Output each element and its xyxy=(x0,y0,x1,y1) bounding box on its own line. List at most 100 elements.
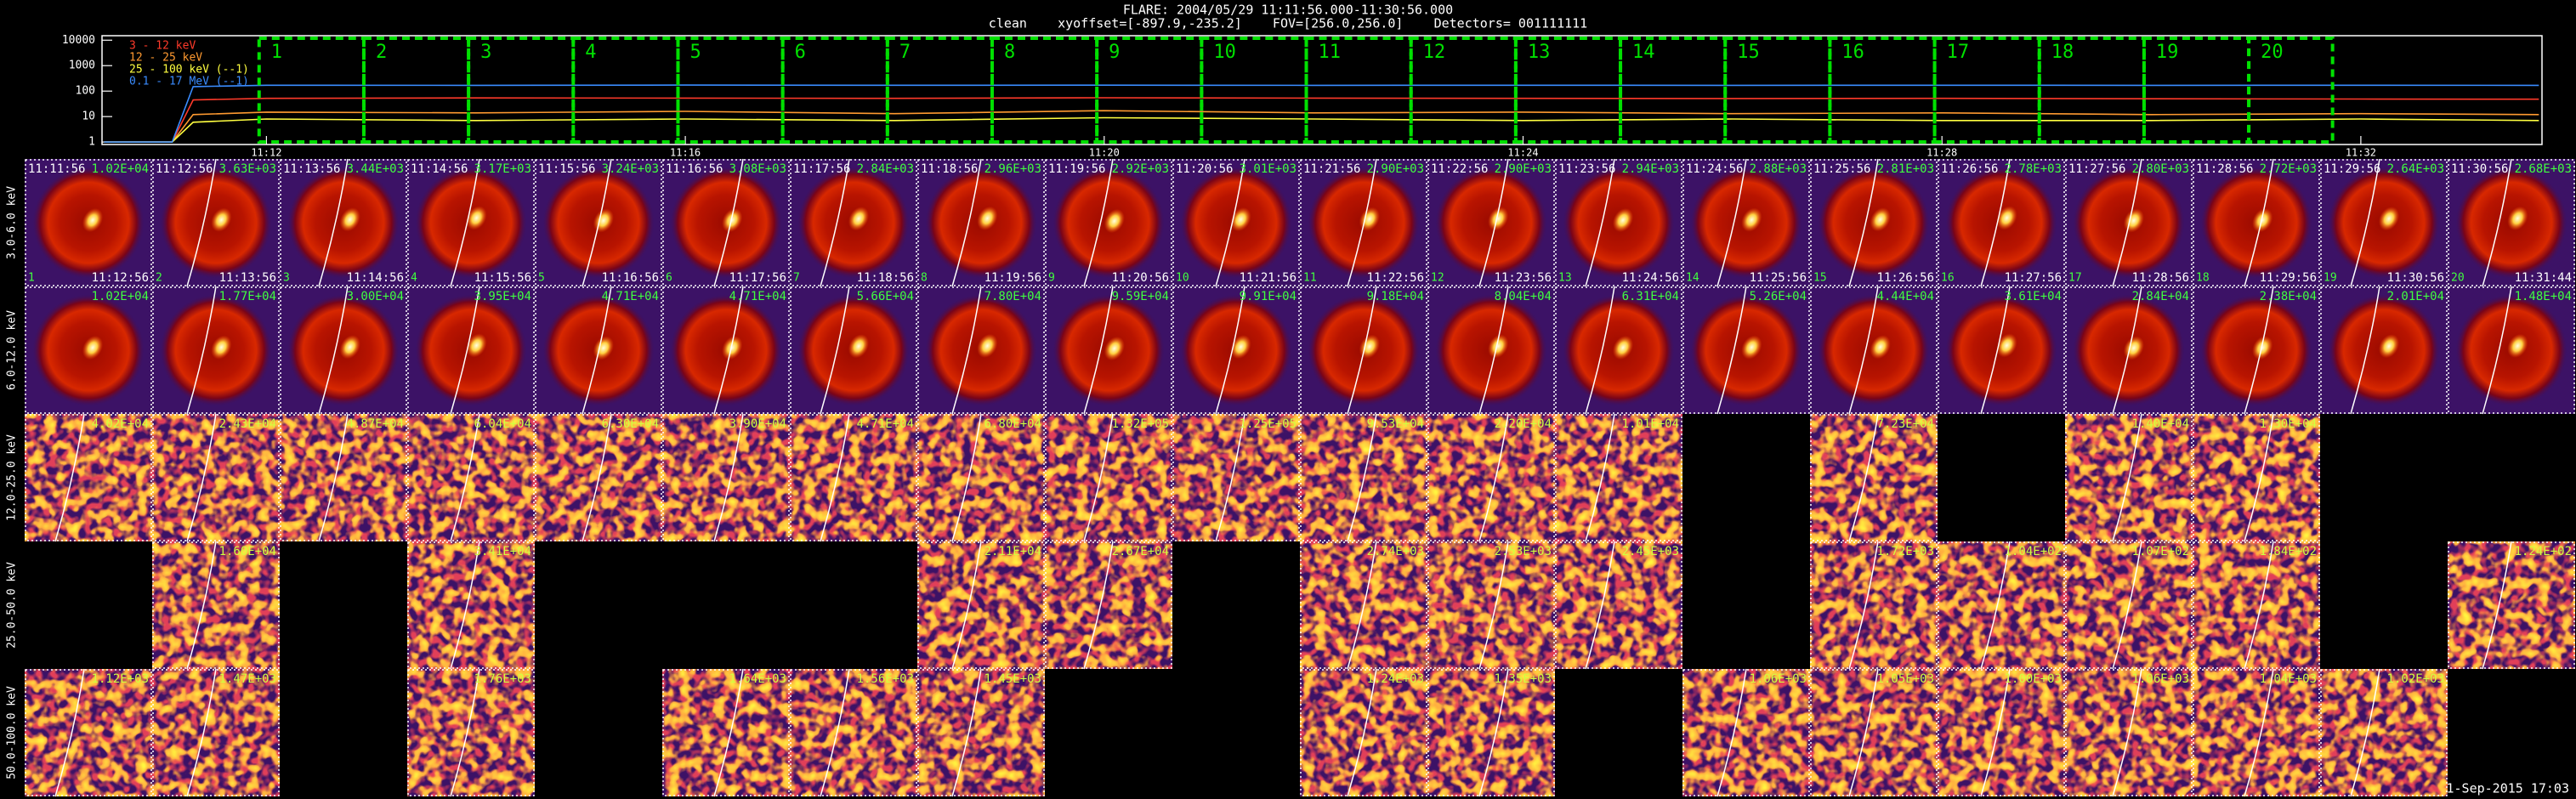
image-panel: 9.91E+04 xyxy=(1172,286,1300,415)
image-panel: 2.84E+04 xyxy=(2065,286,2193,415)
solar-limb xyxy=(713,286,744,415)
panel-border xyxy=(1300,159,1427,286)
panel-border xyxy=(25,414,152,541)
panel-border xyxy=(1300,414,1427,541)
panel-border xyxy=(2448,159,2575,286)
solar-limb xyxy=(1215,413,1245,542)
time-interval xyxy=(1828,37,1937,144)
image-panel: 2.20E+04 xyxy=(1427,413,1555,542)
noise-structure xyxy=(1045,541,1172,669)
panel-flux: 1.48E+04 xyxy=(2515,290,2572,303)
noise-structure xyxy=(2193,541,2320,669)
bright-kernel xyxy=(1104,208,1125,234)
panel-flux: 3.00E+04 xyxy=(347,290,404,303)
header-params: clean xyoffset=[-897.9,-235.2] FOV=[256.… xyxy=(989,16,1587,31)
image-panel: 1.76E+03 xyxy=(407,668,535,797)
solar-limb xyxy=(713,668,744,797)
solar-limb xyxy=(713,413,744,542)
time-interval xyxy=(2247,37,2335,144)
panel-flux: 1.12E+03 xyxy=(92,672,149,686)
time-interval xyxy=(1932,37,2041,144)
solar-limb xyxy=(820,286,850,415)
panel-border xyxy=(917,286,1045,414)
solar-limb xyxy=(2112,286,2142,415)
image-panel: 2.67E+04 xyxy=(1045,541,1172,670)
panel-flux: 9.18E+04 xyxy=(1367,290,1424,303)
interval-label: 9 xyxy=(1109,42,1120,63)
solar-limb xyxy=(1980,158,2011,287)
panel-flux: 1.40E+04 xyxy=(2132,417,2189,431)
panel-flux: 1.56E+03 xyxy=(857,672,914,686)
solar-limb xyxy=(2482,541,2512,670)
image-panel: 2.38E+04 xyxy=(2193,286,2320,415)
interval-label: 18 xyxy=(2051,42,2074,63)
image-panel: 2.01E+04 xyxy=(2320,286,2448,415)
time-interval xyxy=(1619,37,1728,144)
solar-limb xyxy=(186,413,217,542)
image-panel: 2.74E+03 xyxy=(1300,541,1427,670)
solar-limb xyxy=(2112,158,2142,287)
panel-border xyxy=(152,159,280,286)
y-tick-label: 1000 xyxy=(69,60,95,72)
image-panel: 3.24E+03 11:15:56 11:16:56 5 xyxy=(535,158,662,287)
panel-end-time: 11:16:56 xyxy=(602,271,659,285)
panel-index: 13 xyxy=(1558,272,1572,285)
image-panel: 1.45E+03 xyxy=(917,668,1045,797)
interval-label: 12 xyxy=(1423,42,1446,63)
noise-structure xyxy=(2448,541,2575,669)
panel-flux: 1.35E+03 xyxy=(1495,672,1552,686)
bright-kernel xyxy=(1230,207,1251,232)
time-interval xyxy=(1304,37,1413,144)
panel-flux: 4.71E+04 xyxy=(729,290,786,303)
panel-border xyxy=(1938,159,2065,286)
noise-structure xyxy=(1810,669,1938,796)
bright-kernel xyxy=(2507,206,2528,231)
time-interval xyxy=(257,37,366,144)
image-panel: 6.30E+04 xyxy=(535,413,662,542)
panel-flux: 3.41E+04 xyxy=(474,545,531,558)
header-title: FLARE: 2004/05/29 11:11:56.000-11:30:56.… xyxy=(1123,3,1453,18)
solar-limb xyxy=(1478,541,1509,670)
image-panel: 6.04E+04 xyxy=(407,413,535,542)
panel-flux: 1.00E+03 xyxy=(2005,672,2062,686)
solar-limb xyxy=(2112,668,2142,797)
solar-limb xyxy=(450,413,480,542)
panel-flux: 2.84E+03 xyxy=(857,162,914,176)
interval-label: 16 xyxy=(1841,42,1864,63)
bright-kernel xyxy=(2378,207,2400,231)
interval-label: 13 xyxy=(1528,42,1551,63)
panel-flux: 4.44E+04 xyxy=(1877,290,1934,303)
image-panel: 3.41E+04 xyxy=(407,541,535,670)
noise-structure xyxy=(1938,541,2065,669)
solar-limb xyxy=(1347,413,1377,542)
panel-border xyxy=(1810,414,1938,541)
image-panel: 4.71E+04 xyxy=(790,413,917,542)
panel-border xyxy=(1682,669,1810,796)
panel-border xyxy=(280,159,407,286)
panel-border xyxy=(2193,159,2320,286)
panel-index: 18 xyxy=(2196,272,2210,285)
noise-structure xyxy=(1810,541,1938,669)
bright-kernel xyxy=(82,207,104,233)
panel-start-time: 11:25:56 xyxy=(1813,162,1870,176)
solar-limb xyxy=(820,668,850,797)
panel-flux: 9.59E+04 xyxy=(1112,290,1169,303)
panel-border xyxy=(917,414,1045,541)
panel-border xyxy=(280,414,407,541)
panel-flux: 1.76E+03 xyxy=(474,672,531,686)
solar-limb xyxy=(1716,286,1747,415)
image-panel: 2.53E+03 xyxy=(1427,541,1555,670)
footer-date: 21-Sep-2015 17:03 xyxy=(2438,781,2569,796)
x-tick-label: 11:24 xyxy=(1507,147,1538,159)
bright-kernel xyxy=(1741,335,1762,360)
solar-limb xyxy=(1848,286,1879,415)
legend-entry: 25 - 100 keV (--1) xyxy=(129,64,249,76)
panel-end-time: 11:19:56 xyxy=(984,271,1041,285)
image-panel: 1.64E+03 xyxy=(662,668,790,797)
panel-flux: 1.84E+02 xyxy=(2260,545,2317,558)
interval-label: 3 xyxy=(480,42,491,63)
panel-border xyxy=(1810,541,1938,669)
image-panel: 1.32E+05 xyxy=(1045,413,1172,542)
panel-end-time: 11:17:56 xyxy=(729,271,786,285)
time-interval xyxy=(1200,37,1308,144)
